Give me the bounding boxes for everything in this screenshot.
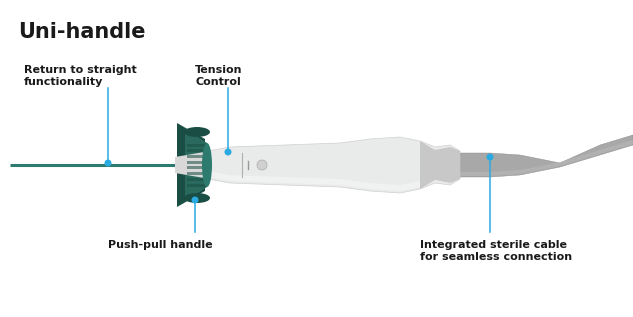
Polygon shape (187, 166, 207, 169)
Polygon shape (460, 140, 633, 176)
Polygon shape (187, 155, 207, 158)
Text: Tension
Control: Tension Control (195, 65, 242, 87)
Polygon shape (187, 184, 207, 186)
Circle shape (225, 148, 232, 156)
Ellipse shape (184, 193, 210, 203)
Text: TactiCath™: TactiCath™ (305, 150, 368, 160)
Polygon shape (420, 141, 460, 189)
Ellipse shape (184, 127, 210, 137)
Polygon shape (175, 151, 210, 179)
Circle shape (487, 153, 494, 160)
Text: Uni-handle: Uni-handle (18, 22, 146, 42)
Polygon shape (208, 137, 460, 193)
Polygon shape (460, 135, 633, 177)
Polygon shape (187, 178, 207, 181)
Polygon shape (208, 171, 460, 191)
Polygon shape (187, 161, 207, 164)
Polygon shape (187, 172, 207, 175)
Polygon shape (187, 149, 207, 152)
Circle shape (104, 159, 111, 166)
Polygon shape (185, 129, 207, 201)
Polygon shape (187, 144, 207, 146)
Text: Ablation Catheter, SE: Ablation Catheter, SE (305, 165, 372, 171)
Text: Return to straight
functionality: Return to straight functionality (24, 65, 137, 87)
Circle shape (257, 160, 267, 170)
Polygon shape (177, 123, 205, 207)
Circle shape (192, 197, 199, 204)
Text: Push-pull handle: Push-pull handle (108, 240, 212, 250)
Text: Integrated sterile cable
for seamless connection: Integrated sterile cable for seamless co… (420, 240, 572, 262)
Ellipse shape (202, 143, 212, 187)
